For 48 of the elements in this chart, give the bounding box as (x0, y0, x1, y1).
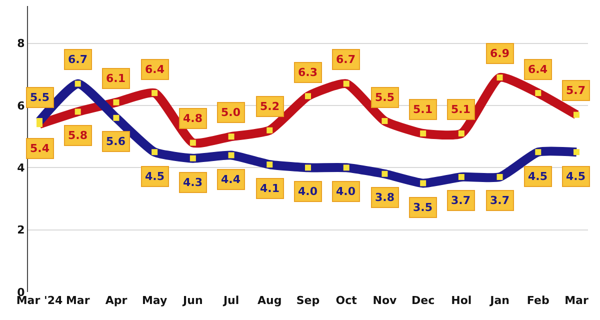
data-label: 6.7 (336, 53, 356, 66)
data-label: 6.9 (490, 47, 510, 60)
y-tick-label: 8 (17, 37, 25, 50)
x-tick-label: Apr (105, 294, 128, 307)
data-label: 5.7 (566, 84, 586, 97)
x-tick-label: Jul (222, 294, 240, 307)
data-label: 4.8 (183, 112, 202, 125)
data-label: 6.7 (68, 53, 88, 66)
x-tick-label: Nov (372, 294, 398, 307)
data-label: 5.6 (106, 135, 126, 148)
data-label: 6.1 (106, 72, 126, 85)
data-label: 4.1 (260, 182, 280, 195)
data-label: 4.0 (336, 185, 356, 198)
data-label: 5.1 (413, 103, 432, 116)
x-tick-label: Hol (451, 294, 472, 307)
data-label: 3.5 (413, 201, 432, 214)
data-label: 6.4 (528, 63, 548, 76)
data-label: 6.4 (145, 63, 165, 76)
x-tick-label: Dec (412, 294, 435, 307)
data-label: 4.5 (566, 170, 586, 183)
data-label: 6.3 (298, 66, 318, 79)
data-label: 5.5 (30, 91, 50, 104)
data-label: 5.2 (260, 100, 280, 113)
x-tick-label: Aug (258, 294, 282, 307)
data-label: 4.5 (528, 170, 548, 183)
x-tick-label: Mar (564, 294, 589, 307)
data-label: 4.4 (221, 173, 241, 186)
x-tick-label: Mar (66, 294, 90, 307)
data-label: 4.5 (145, 170, 164, 183)
x-tick-label: Oct (336, 294, 357, 307)
data-label: 5.5 (375, 91, 394, 104)
data-label: 5.1 (451, 103, 470, 116)
data-label: 5.8 (68, 129, 88, 142)
data-label: 5.0 (221, 106, 241, 119)
data-label: 3.7 (490, 194, 510, 207)
data-label: 3.7 (451, 194, 470, 207)
x-tick-label: Sep (296, 294, 320, 307)
data-label: 5.4 (30, 142, 50, 155)
y-tick-label: 2 (17, 224, 25, 237)
x-tick-label: Jan (489, 294, 510, 307)
y-tick-label: 6 (17, 99, 26, 112)
x-tick-label: Jun (182, 294, 203, 307)
x-tick-label: May (142, 294, 168, 307)
data-label: 4.3 (183, 176, 202, 189)
data-label: 3.8 (375, 191, 394, 204)
x-tick-label: Feb (526, 294, 550, 307)
y-tick-label: 4 (17, 162, 26, 174)
data-label: 4.0 (298, 185, 318, 198)
